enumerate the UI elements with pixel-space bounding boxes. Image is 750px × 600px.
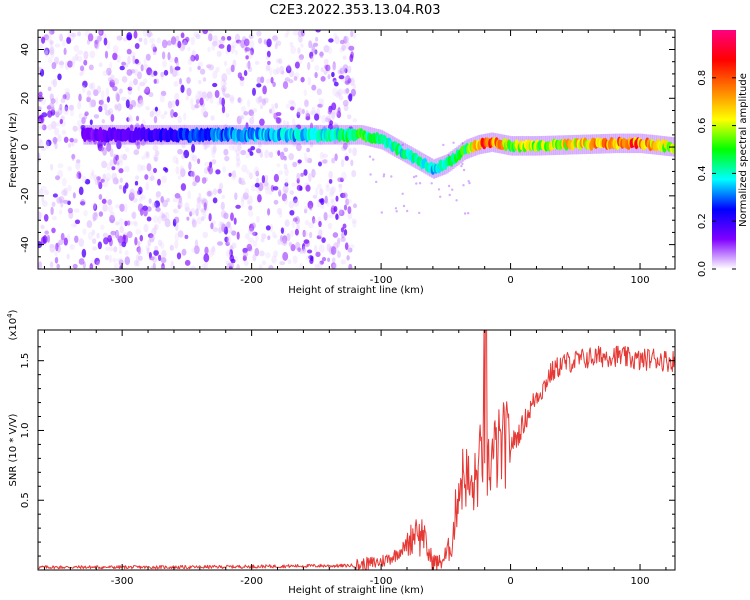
snr-frame (37, 329, 676, 571)
figure-title: C2E3.2022.353.13.04.R03 (269, 3, 440, 18)
colorbar-ticks: 0.0 0.2 0.4 0.6 0.8 (697, 70, 736, 277)
colorbar-tick-0p6: 0.6 (697, 118, 708, 134)
snr-series-line (37, 329, 676, 571)
snr-x-axis-label: Height of straight line (km) (288, 585, 424, 596)
snr-y-tick-1: 1.0 (20, 423, 31, 439)
snr-panel: -300 -200 -100 0 100 0.5 1.0 1.5 Height of str… (6, 309, 676, 596)
colorbar-tick-0: 0.0 (697, 261, 708, 277)
spectrogram-y-ticks: -40 -20 0 20 40 (20, 36, 675, 270)
colorbar-tick-0p2: 0.2 (697, 213, 708, 229)
snr-multiplier-exponent: 4 (6, 313, 14, 318)
snr-x-tick-neg300: -300 (111, 576, 134, 587)
spectrogram-x-tick-neg300: -300 (111, 275, 134, 286)
spectrogram-y-tick-0: 0 (20, 144, 31, 150)
spectrogram-x-tick-100: 100 (630, 275, 649, 286)
snr-x-tick-neg100: -100 (370, 576, 393, 587)
spectrogram-layer (38, 30, 675, 269)
snr-multiplier-label: (x104) (6, 309, 19, 340)
snr-x-tick-neg200: -200 (240, 576, 263, 587)
snr-y-axis-label: SNR (10 * V/V) (8, 413, 19, 486)
snr-y-tick-0p5: 0.5 (20, 492, 31, 508)
snr-y-tick-1p5: 1.5 (20, 353, 31, 369)
spectrogram-y-tick-neg20: -20 (20, 188, 31, 204)
spectrogram-x-tick-0: 0 (507, 275, 513, 286)
colorbar: 0.0 0.2 0.4 0.6 0.8 Normalized spectral ampl… (697, 30, 749, 277)
colorbar-gradient (712, 30, 736, 269)
snr-y-ticks: 0.5 1.0 1.5 (20, 346, 675, 557)
spectrogram-y-tick-neg40: -40 (20, 236, 31, 252)
spectrogram-x-tick-neg100: -100 (370, 275, 393, 286)
colorbar-tick-0p4: 0.4 (697, 165, 708, 181)
snr-x-ticks: -300 -200 -100 0 100 (43, 330, 667, 587)
spectrogram-y-tick-20: 20 (20, 92, 31, 105)
colorbar-tick-0p8: 0.8 (697, 70, 708, 86)
spectrogram-x-tick-neg200: -200 (240, 275, 263, 286)
spectrogram-x-ticks: -300 -200 -100 0 100 (43, 30, 667, 286)
spectrogram-y-axis-label: Frequency (Hz) (8, 112, 19, 188)
snr-x-tick-0: 0 (507, 576, 513, 587)
spectrogram-x-axis-label: Height of straight line (km) (288, 285, 424, 296)
snr-x-tick-100: 100 (630, 576, 649, 587)
colorbar-label: Normalized spectral amplitude (738, 73, 749, 227)
spectrogram-y-tick-40: 40 (20, 43, 31, 56)
spectrogram-frame (37, 29, 676, 270)
